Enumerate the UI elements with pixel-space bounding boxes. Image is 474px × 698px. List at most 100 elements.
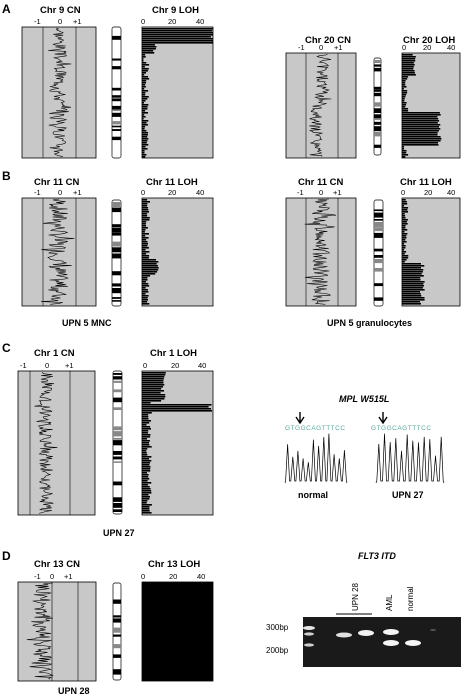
loh-bar xyxy=(142,452,147,454)
loh-bar xyxy=(142,261,159,263)
chromatogram-trace xyxy=(375,433,445,484)
ideogram-band xyxy=(112,58,121,61)
chromosome-ideogram xyxy=(112,370,123,515)
loh-ticks: 0 20 40 xyxy=(141,572,205,581)
loh-bar xyxy=(142,82,146,84)
loh-bar xyxy=(402,271,423,273)
loh-bar xyxy=(402,90,408,92)
loh-bar xyxy=(142,289,148,291)
loh-bar xyxy=(142,90,149,92)
loh-bar xyxy=(142,130,147,132)
loh-bar xyxy=(142,374,166,376)
loh-bar xyxy=(142,233,149,235)
loh-bar xyxy=(142,74,145,76)
ideogram-band xyxy=(113,497,122,502)
cn-ticks: -1 0 +1 xyxy=(34,17,82,26)
loh-bar xyxy=(402,106,406,108)
cn-tick: 0 xyxy=(319,43,323,52)
loh-tick: 40 xyxy=(196,188,204,197)
loh-bar xyxy=(142,380,164,382)
loh-bar xyxy=(142,506,150,508)
ideogram-band xyxy=(112,241,121,247)
ideogram-band xyxy=(374,212,383,218)
loh-tick: 20 xyxy=(424,188,432,197)
panel-letter-a: A xyxy=(2,2,11,16)
loh-bar xyxy=(402,221,407,223)
loh-tick: 0 xyxy=(141,17,145,26)
ideogram-band xyxy=(374,131,381,137)
loh-bar xyxy=(142,72,146,74)
loh-bar xyxy=(142,422,150,424)
loh-bar xyxy=(402,209,408,211)
loh-bar xyxy=(142,271,158,273)
loh-bar xyxy=(402,259,407,261)
loh-tick: 40 xyxy=(196,17,204,26)
loh-bar xyxy=(142,114,145,116)
loh-bar xyxy=(402,124,441,126)
caption: UPN 27 xyxy=(103,528,135,538)
loh-bar xyxy=(142,68,149,70)
loh-bar xyxy=(142,402,151,404)
loh-bar xyxy=(142,436,151,438)
loh-title: Chr 11 LOH xyxy=(146,177,198,188)
loh-bar xyxy=(402,74,416,76)
loh-bar xyxy=(402,257,409,259)
loh-bar xyxy=(402,150,407,152)
ideogram-band xyxy=(374,209,383,212)
loh-bar xyxy=(402,138,442,140)
loh-bar xyxy=(402,110,409,112)
cn-trace-line xyxy=(40,198,75,305)
cn-plot xyxy=(17,581,97,682)
loh-bar xyxy=(142,394,166,396)
loh-title: Chr 11 LOH xyxy=(400,177,452,188)
loh-bar xyxy=(142,418,149,420)
loh-bar xyxy=(142,301,148,303)
loh-bar xyxy=(402,237,407,239)
loh-bar xyxy=(142,203,148,205)
loh-bar xyxy=(402,265,425,267)
chromosome-ideogram xyxy=(373,57,382,156)
loh-bar xyxy=(402,62,414,64)
loh-bar xyxy=(142,490,152,492)
panel-letter-d: D xyxy=(2,549,11,563)
loh-bar xyxy=(402,263,421,265)
loh-bar xyxy=(142,88,145,90)
ideogram-band xyxy=(113,644,121,649)
ideogram-band xyxy=(112,125,121,128)
loh-bar xyxy=(142,269,159,271)
loh-bar xyxy=(142,94,146,96)
loh-bar xyxy=(402,229,408,231)
loh-bar xyxy=(142,440,150,442)
loh-bar xyxy=(142,299,148,301)
cn-title: Chr 13 CN xyxy=(34,559,80,570)
cn-plot xyxy=(285,52,357,159)
gel-band xyxy=(405,640,421,646)
loh-bar xyxy=(402,231,405,233)
loh-bar xyxy=(142,86,146,88)
loh-bar xyxy=(402,213,405,215)
loh-tick: 20 xyxy=(423,43,431,52)
loh-bar xyxy=(142,199,148,201)
chromosome-ideogram xyxy=(112,582,122,681)
sequence-text: GTGGCAGTTTCC xyxy=(371,425,432,432)
loh-bar xyxy=(142,205,148,207)
loh-bar xyxy=(402,261,405,263)
caption: UPN 5 MNC xyxy=(62,318,112,328)
loh-bar xyxy=(142,255,150,257)
chromatogram-normal: GTGGCAGTTTCC normal xyxy=(284,412,348,500)
ideogram-band xyxy=(113,618,121,623)
ideogram-band xyxy=(113,634,121,637)
ideogram-band xyxy=(112,300,121,302)
loh-ticks: 0 20 40 xyxy=(402,43,455,52)
loh-bar xyxy=(142,106,148,108)
loh-bar xyxy=(142,219,150,221)
ideogram-band xyxy=(374,60,381,63)
gel-image xyxy=(303,617,461,667)
ideogram-band xyxy=(112,98,121,102)
ideogram-band xyxy=(112,271,121,276)
loh-bar xyxy=(142,482,152,484)
loh-bar xyxy=(142,84,146,86)
loh-bar xyxy=(402,118,439,120)
loh-ticks: 0 20 40 xyxy=(143,361,206,370)
